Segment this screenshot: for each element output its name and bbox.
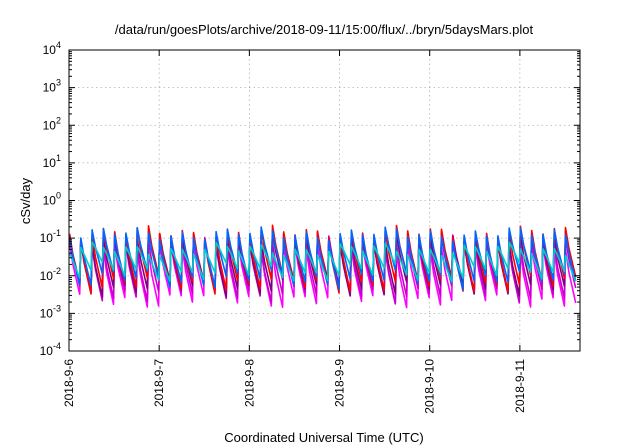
y-tick-exponent: 4 [56,40,61,50]
y-tick-label: 102 [43,115,61,132]
x-axis-label: Coordinated Universal Time (UTC) [224,430,423,445]
series-line [68,241,577,283]
y-tick-exponent: -1 [53,228,61,238]
x-tick-label: 2018-9-10 [423,359,437,414]
y-tick-label: 101 [43,153,61,170]
series-line [68,226,577,291]
x-tick-label: 2018-9-8 [242,359,256,407]
y-tick-exponent: 0 [56,191,61,201]
y-tick-base: 10 [40,344,54,358]
x-tick-label: 2018-9-6 [62,359,76,407]
y-tick-exponent: -3 [53,303,61,313]
y-tick-exponent: -2 [53,266,61,276]
series-group [68,224,577,309]
y-tick-base: 10 [40,231,54,245]
x-axis: 2018-9-6 2018-9-7 2018-9-8 2018-9-9 2018-9-1… [62,50,527,414]
y-tick-base: 10 [43,194,57,208]
y-tick-exponent: 1 [56,153,61,163]
y-tick-exponent: 2 [56,115,61,125]
y-tick-label: 104 [43,40,61,57]
grid [69,50,580,351]
chart-title: /data/run/goesPlots/archive/2018-09-11/1… [115,22,534,37]
y-tick-label: 10-2 [40,266,61,283]
x-tick-label: 2018-9-11 [513,359,527,413]
y-axis-label: cSv/day [18,177,33,224]
y-tick-base: 10 [40,269,54,283]
y-tick-label: 10-4 [40,341,61,358]
y-tick-base: 10 [43,43,57,57]
y-tick-label: 10-3 [40,303,61,320]
y-tick-label: 100 [43,191,61,208]
y-tick-base: 10 [43,81,57,95]
x-tick-label: 2018-9-9 [333,359,347,407]
y-tick-label: 10-1 [40,228,61,245]
y-tick-exponent: -4 [53,341,61,351]
y-tick-label: 103 [43,78,61,95]
y-tick-base: 10 [43,156,57,170]
y-tick-base: 10 [43,118,57,132]
y-tick-base: 10 [40,306,54,320]
y-tick-exponent: 3 [56,78,61,88]
x-tick-label: 2018-9-7 [152,359,166,407]
